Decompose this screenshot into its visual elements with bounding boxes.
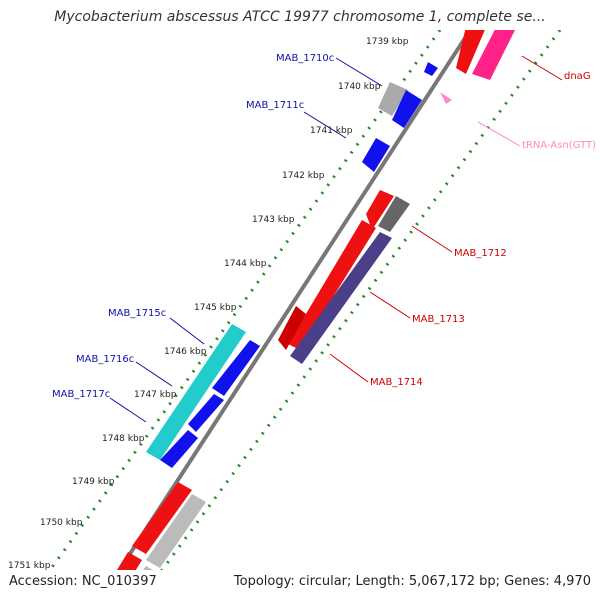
gene-MAB_1714[interactable] (290, 232, 392, 364)
label-MAB_1716c[interactable]: MAB_1716c (76, 354, 134, 365)
gene-MAB_1712[interactable] (378, 196, 410, 232)
label-MAB_1710c[interactable]: MAB_1710c (276, 53, 334, 64)
gene-pink[interactable] (472, 10, 520, 80)
tick-label: 1746 kbp (164, 347, 207, 357)
label-MAB_1715c[interactable]: MAB_1715c (108, 308, 166, 319)
tick-label: 1750 kbp (40, 518, 83, 528)
label-MAB_1712[interactable]: MAB_1712 (454, 248, 507, 259)
label-MAB_1714[interactable]: MAB_1714 (370, 377, 423, 388)
inner-dotted-track (160, 30, 562, 570)
tick-label: 1740 kbp (338, 82, 381, 92)
tick-label: 1745 kbp (194, 303, 237, 313)
gene-dnaG[interactable] (456, 10, 490, 74)
label-MAB_1717c[interactable]: MAB_1717c (52, 389, 110, 400)
gene-lower-gray-2[interactable] (124, 566, 160, 600)
summary-text: Topology: circular; Length: 5,067,172 bp… (233, 574, 591, 589)
gene-MAB_1717c[interactable] (188, 394, 224, 432)
gene-MAB_1716c[interactable] (212, 340, 260, 396)
gene-lower-gray[interactable] (146, 494, 206, 568)
gene-lower-red-2[interactable] (106, 552, 142, 596)
tick-label: 1742 kbp (282, 171, 325, 181)
accession-text: Accession: NC_010397 (9, 574, 157, 589)
tick-label: 1749 kbp (72, 477, 115, 487)
label-MAB_1711c[interactable]: MAB_1711c (246, 100, 304, 111)
label-MAB_1713[interactable]: MAB_1713 (412, 314, 465, 325)
label-dnaG[interactable]: dnaG (564, 71, 591, 82)
tick-label: 1741 kbp (310, 126, 353, 136)
gene-MAB_1710c[interactable] (378, 82, 408, 116)
gene-trna-asn[interactable] (440, 92, 452, 104)
gene-MAB_1711c[interactable] (392, 90, 422, 128)
gene-MAB_1712-arrow[interactable] (366, 190, 394, 230)
gene-small-blue-2[interactable] (362, 138, 390, 172)
tick-label: 1744 kbp (224, 259, 267, 269)
gene-MAB_1715c[interactable] (146, 324, 246, 460)
tick-label: 1739 kbp (366, 37, 409, 47)
tick-label: 1747 kbp (134, 390, 177, 400)
gene-blue-lower[interactable] (160, 430, 198, 468)
map-title: Mycobacterium abscessus ATCC 19977 chrom… (54, 9, 546, 25)
gene-MAB_1713[interactable] (288, 220, 376, 350)
outer-dotted-track (48, 30, 442, 570)
label-tRNA-Asn[interactable]: tRNA-Asn(GTT) (522, 140, 596, 151)
gene-lower-red[interactable] (132, 482, 192, 554)
gene-red-small[interactable] (278, 306, 306, 350)
tick-label: 1743 kbp (252, 215, 295, 225)
tick-label: 1748 kbp (102, 434, 145, 444)
gene-small-blue[interactable] (424, 62, 438, 76)
tick-label: 1751 kbp (8, 561, 51, 571)
